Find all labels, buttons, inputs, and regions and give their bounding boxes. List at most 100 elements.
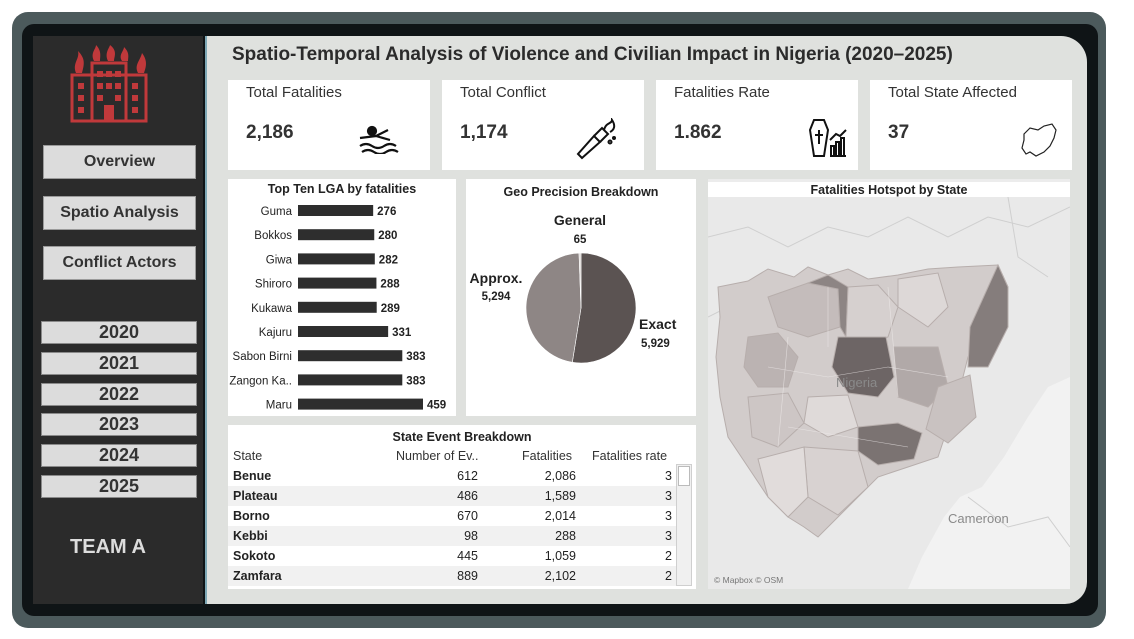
bar-value-label: 383: [406, 351, 425, 363]
table-cell-value: 2,086: [544, 469, 576, 483]
year-2025-button[interactable]: 2025: [41, 475, 197, 498]
kpi-total-state-affected: Total State Affected 37: [870, 80, 1072, 170]
year-2022-button[interactable]: 2022: [41, 383, 197, 406]
year-2023-button[interactable]: 2023: [41, 413, 197, 436]
bar-category-label: Bokkos: [254, 230, 292, 242]
kpi-value: 1,174: [460, 122, 508, 143]
table-row[interactable]: Borno 670 2,014 3: [228, 506, 676, 526]
coffin-chart-icon: [808, 119, 847, 157]
map-title: Fatalities Hotspot by State: [708, 182, 1070, 200]
column-header-state[interactable]: State: [233, 449, 263, 463]
top-lga-bar-chart: Guma 276 Bokkos 280 Giwa 282 Shiroro 288 Kukawa 2…: [229, 205, 446, 412]
geo-precision-title: Geo Precision Breakdown: [503, 185, 659, 199]
pie-slice-name: Approx.: [470, 270, 523, 286]
kpi-total-conflict: Total Conflict 1,174: [442, 80, 644, 170]
bar-value-label: 280: [378, 230, 397, 242]
bar-category-label: Zangon Ka..: [229, 375, 292, 387]
pie-slice[interactable]: [578, 252, 582, 309]
kpi-label: Total Conflict: [460, 84, 546, 101]
nav-spatio-analysis-button[interactable]: Spatio Analysis: [43, 196, 196, 230]
sidebar: [33, 36, 203, 604]
nigeria-map-icon: [1021, 123, 1057, 157]
pie-slice[interactable]: [571, 252, 637, 364]
bar[interactable]: [298, 374, 403, 386]
bar[interactable]: [298, 398, 423, 410]
country-label: Nigeria: [836, 375, 878, 390]
top-lga-title: Top Ten LGA by fatalities: [267, 182, 417, 196]
table-cell-value: 445: [457, 549, 478, 563]
nigeria-hotspot-map[interactable]: Nigeria Cameroon © Mapbox © OSM: [708, 197, 1070, 589]
column-header-events[interactable]: Number of Ev..: [396, 449, 479, 463]
bar-value-label: 289: [381, 303, 400, 315]
table-cell-value: 1,589: [544, 489, 576, 503]
bar[interactable]: [298, 277, 377, 289]
bar-category-label: Maru: [266, 400, 292, 412]
kpi-value: 1.862: [674, 122, 722, 143]
year-2020-button[interactable]: 2020: [41, 321, 197, 344]
table-row[interactable]: Zamfara 889 2,102 2: [228, 566, 676, 586]
table-cell-value: 3: [665, 509, 672, 523]
table-row[interactable]: Plateau 486 1,589 3: [228, 486, 676, 506]
table-cell-value: 3: [665, 469, 672, 483]
bar-category-label: Kajuru: [259, 327, 292, 339]
bar[interactable]: [298, 253, 375, 265]
kpi-value: 2,186: [246, 122, 294, 143]
table-cell-value: 889: [457, 569, 478, 583]
table-cell-value: 98: [464, 529, 478, 543]
table-cell-state: Zamfara: [233, 569, 282, 583]
geo-precision-pie-chart: Exact 5,929 Approx. 5,294 General 65: [470, 212, 677, 364]
table-cell-value: 2: [665, 569, 672, 583]
pie-slice-value: 5,294: [482, 291, 511, 303]
table-cell-state: Borno: [233, 509, 270, 523]
kpi-fatalities-rate: Fatalities Rate 1.862: [656, 80, 858, 170]
kpi-label: Total State Affected: [888, 84, 1017, 101]
table-row[interactable]: Benue 612 2,086 3: [228, 466, 676, 486]
bar[interactable]: [298, 229, 375, 241]
table-scrollbar[interactable]: [676, 464, 692, 586]
kpi-value: 37: [888, 122, 910, 143]
bar-value-label: 276: [377, 206, 396, 218]
year-2024-button[interactable]: 2024: [41, 444, 197, 467]
table-cell-value: 2: [665, 549, 672, 563]
table-row[interactable]: Kebbi 98 288 3: [228, 526, 676, 546]
drowning-person-icon: [359, 125, 399, 154]
column-header-fatalities-rate[interactable]: Fatalities rate: [592, 449, 668, 463]
state-event-title: State Event Breakdown: [392, 430, 532, 444]
bar-category-label: Kukawa: [251, 303, 293, 315]
scrollbar-thumb[interactable]: [678, 466, 690, 486]
pie-slice-name: General: [554, 212, 606, 228]
team-label: TEAM A: [70, 536, 146, 558]
molotov-icon: [576, 118, 616, 160]
table-cell-value: 3: [665, 489, 672, 503]
nav-overview-button[interactable]: Overview: [43, 145, 196, 179]
bar-category-label: Shiroro: [255, 279, 292, 291]
pie-slice-value: 5,929: [641, 338, 670, 350]
pie-slice[interactable]: [525, 252, 582, 363]
neighbor-label: Cameroon: [948, 511, 1009, 526]
nav-conflict-actors-button[interactable]: Conflict Actors: [43, 246, 196, 280]
kpi-total-fatalities: Total Fatalities 2,186: [228, 80, 430, 170]
table-cell-state: Plateau: [233, 489, 278, 503]
bar-category-label: Sabon Birni: [233, 351, 292, 363]
bar[interactable]: [298, 205, 374, 216]
bar-value-label: 282: [379, 254, 398, 266]
column-header-fatalities[interactable]: Fatalities: [522, 449, 573, 463]
table-cell-value: 612: [457, 469, 478, 483]
table-row[interactable]: Sokoto 445 1,059 2: [228, 546, 676, 566]
bar[interactable]: [298, 301, 377, 313]
bar-value-label: 288: [380, 279, 400, 291]
kpi-label: Fatalities Rate: [674, 84, 770, 101]
pie-slice-name: Exact: [639, 316, 677, 332]
table-cell-value: 3: [665, 529, 672, 543]
bar[interactable]: [298, 350, 403, 362]
bar-category-label: Guma: [261, 206, 293, 218]
bar-category-label: Giwa: [266, 254, 293, 266]
page-title: Spatio-Temporal Analysis of Violence and…: [232, 44, 953, 65]
bar-value-label: 331: [392, 327, 412, 339]
year-2021-button[interactable]: 2021: [41, 352, 197, 375]
bar-value-label: 383: [406, 375, 425, 387]
table-cell-state: Kebbi: [233, 529, 268, 543]
table-cell-value: 1,059: [544, 549, 576, 563]
table-cell-value: 486: [457, 489, 478, 503]
bar[interactable]: [298, 326, 389, 337]
